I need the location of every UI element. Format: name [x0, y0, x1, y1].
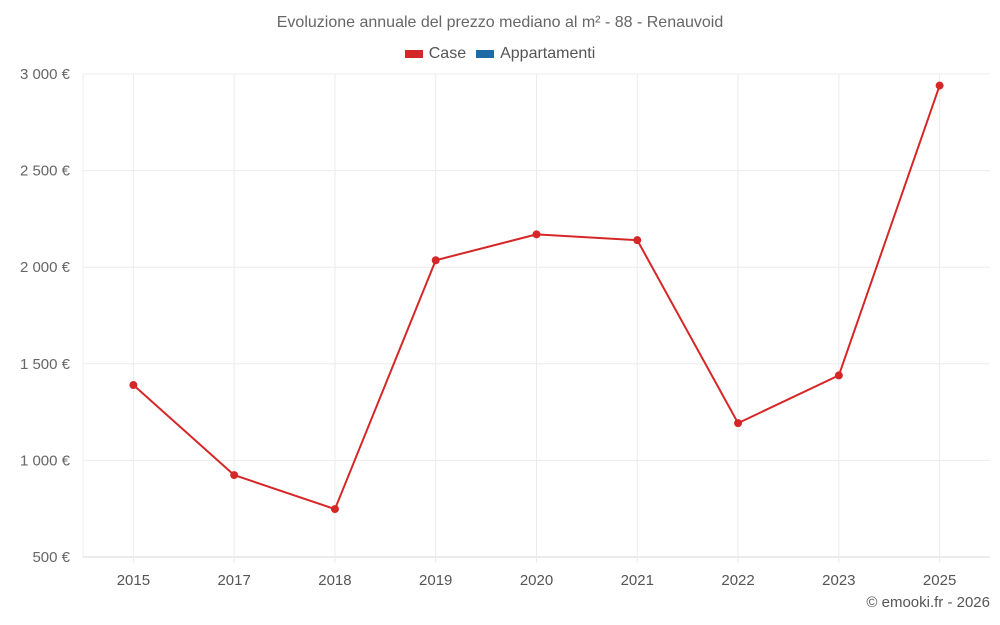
data-point[interactable] — [330, 505, 339, 514]
x-tick-label: 2017 — [217, 572, 250, 589]
y-tick-label: 500 € — [32, 549, 70, 566]
chart-title: Evoluzione annuale del prezzo mediano al… — [276, 14, 724, 31]
x-tick-label: 2018 — [318, 572, 351, 589]
x-tick-label: 2019 — [419, 572, 452, 589]
x-tick-label: 2020 — [520, 572, 553, 589]
data-point[interactable] — [734, 419, 743, 428]
legend-swatch-appartamenti — [476, 50, 495, 58]
credit-text: © emooki.fr - 2026 — [866, 594, 990, 611]
x-tick-label: 2021 — [621, 572, 654, 589]
y-tick-label: 1 000 € — [20, 452, 71, 469]
y-tick-label: 2 000 € — [20, 259, 71, 276]
y-tick-label: 1 500 € — [20, 356, 71, 373]
legend-swatch-case — [404, 50, 423, 58]
x-axis: 2015 2017 2018 2019 2020 2021 2022 2023 2025 — [117, 572, 957, 589]
x-tick-label: 2022 — [721, 572, 754, 589]
data-point[interactable] — [230, 471, 239, 480]
legend-label-appartamenti: Appartamenti — [500, 45, 596, 62]
gridlines — [82, 73, 990, 563]
data-point[interactable] — [834, 371, 843, 380]
x-tick-label: 2023 — [822, 572, 855, 589]
data-point[interactable] — [431, 256, 440, 265]
legend-item-appartamenti[interactable]: Appartamenti — [476, 45, 595, 63]
data-point[interactable] — [935, 81, 944, 90]
legend-label-case: Case — [428, 45, 467, 62]
legend-item-case[interactable]: Case — [404, 45, 467, 63]
data-point[interactable] — [633, 236, 642, 245]
chart-legend: Case Appartamenti — [0, 45, 1000, 63]
data-point[interactable] — [532, 230, 541, 239]
y-axis: 500 € 1 000 € 1 500 € 2 000 € 2 500 € 3 000 € — [20, 66, 71, 566]
x-tick-label: 2015 — [117, 572, 150, 589]
series-case — [129, 81, 944, 514]
y-tick-label: 2 500 € — [20, 163, 71, 180]
x-tick-label: 2025 — [923, 572, 956, 589]
y-tick-label: 3 000 € — [20, 66, 71, 83]
data-point[interactable] — [129, 381, 138, 390]
